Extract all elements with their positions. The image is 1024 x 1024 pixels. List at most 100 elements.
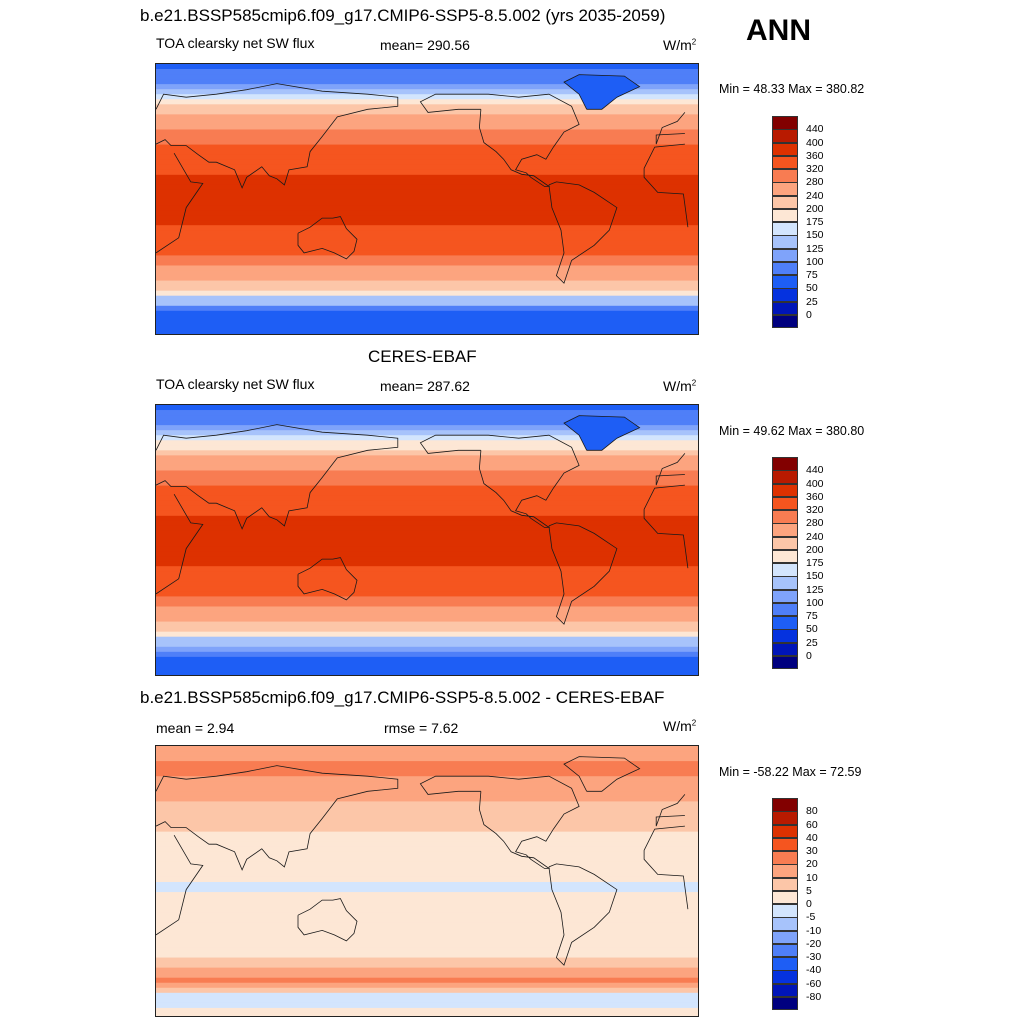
coastline-greenland: [563, 415, 641, 451]
colorbar-cell: [772, 943, 798, 958]
map-band-33: [156, 566, 698, 572]
map-band-6: [156, 89, 698, 95]
colorbar-tick-label: -30: [806, 951, 822, 963]
coastline-europe-asia-a: [156, 83, 686, 189]
panel1-variable-label: TOA clearsky net SW flux: [156, 35, 315, 51]
map-band-47: [156, 295, 698, 302]
map-band-25: [156, 866, 698, 873]
coastline-north-america: [419, 93, 580, 187]
colorbar-tick-label: 440: [806, 464, 824, 477]
map-band-26: [156, 530, 698, 537]
coastline-europe-asia-a: [156, 424, 686, 530]
coastline-north-america: [419, 434, 580, 528]
map-band-50: [156, 310, 698, 317]
colorbar-tick-label: -20: [806, 937, 822, 950]
map-band-11: [156, 114, 698, 121]
map-band-52: [156, 320, 698, 327]
map-band-42: [156, 270, 698, 277]
map-band-41: [156, 947, 698, 954]
colorbar-cell: [772, 811, 798, 825]
map-band-21: [156, 164, 698, 171]
colorbar-cell: [772, 457, 798, 471]
map-band-44: [156, 621, 698, 628]
map-band-23: [156, 174, 698, 181]
map-band-19: [156, 836, 698, 843]
map-band-14: [156, 129, 698, 136]
colorbar-tick-label: 440: [806, 123, 824, 136]
map-band-9: [156, 445, 698, 451]
map-band-7: [156, 776, 698, 782]
colorbar-cell: [772, 864, 798, 878]
map-band-17: [156, 826, 698, 833]
map-band-25: [156, 184, 698, 191]
map-band-31: [156, 215, 698, 221]
colorbar-tick-label: 200: [806, 543, 824, 556]
panel3-rmse-label: rmse = 7.62: [384, 720, 459, 736]
map-band-7: [156, 94, 698, 100]
colorbar-tick-label: 0: [806, 898, 812, 910]
map-band-34: [156, 571, 698, 577]
map-band-49: [156, 987, 698, 994]
map-band-10: [156, 791, 698, 797]
colorbar-cell: [772, 261, 798, 276]
colorbar-cell: [772, 155, 798, 170]
colorbar-cell: [772, 470, 798, 484]
colorbar-tick-label: 125: [806, 583, 824, 596]
colorbar-tick-label: 80: [806, 805, 818, 818]
map-band-51: [156, 315, 698, 322]
map-band-52: [156, 1002, 698, 1009]
map-band-54: [156, 1012, 698, 1016]
map-band-20: [156, 500, 698, 507]
map-band-8: [156, 781, 698, 787]
map-band-21: [156, 505, 698, 512]
coastline-africa: [156, 484, 689, 595]
colorbar-cell: [772, 837, 798, 852]
map-band-53: [156, 325, 698, 332]
map-band-22: [156, 851, 698, 858]
colorbar-tick-label: 240: [806, 189, 824, 202]
map-band-9: [156, 104, 698, 110]
map-band-39: [156, 255, 698, 262]
colorbar-cell: [772, 301, 798, 316]
map-band-51: [156, 997, 698, 1004]
colorbar-cell: [772, 169, 798, 183]
map-band-37: [156, 586, 698, 592]
panel2-minmax: Min = 49.62 Max = 380.80: [719, 424, 865, 438]
map-band-44: [156, 962, 698, 969]
colorbar-cell: [772, 589, 798, 604]
colorbar-cell: [772, 116, 798, 130]
panel3-map: [155, 745, 699, 1017]
colorbar-cell: [772, 642, 798, 657]
map-band-33: [156, 225, 698, 231]
map-band-45: [156, 626, 698, 633]
coastline-south-america: [548, 522, 618, 625]
colorbar-tick-label: 40: [806, 831, 818, 844]
map-band-18: [156, 149, 698, 156]
colorbar-cell: [772, 195, 798, 210]
map-band-18: [156, 490, 698, 497]
map-band-17: [156, 144, 698, 151]
map-band-12: [156, 801, 698, 808]
colorbar-tick-label: 280: [806, 176, 824, 189]
colorbar-tick-label: 150: [806, 229, 824, 242]
map-band-48: [156, 982, 698, 989]
colorbar-cell: [772, 983, 798, 998]
map-band-13: [156, 806, 698, 813]
colorbar-tick-label: 20: [806, 858, 818, 871]
map-band-35: [156, 917, 698, 923]
map-band-24: [156, 861, 698, 868]
map-band-46: [156, 972, 698, 979]
map-band-12: [156, 460, 698, 467]
map-band-47: [156, 636, 698, 643]
colorbar-tick-label: 200: [806, 202, 824, 215]
colorbar-tick-label: 0: [806, 308, 812, 321]
map-band-54: [156, 330, 698, 334]
colorbar-tick-label: 400: [806, 136, 824, 149]
colorbar-tick-label: 400: [806, 477, 824, 490]
map-band-6: [156, 430, 698, 436]
colorbar-cell: [772, 970, 798, 984]
map-band-41: [156, 606, 698, 613]
map-band-4: [156, 79, 698, 85]
map-band-27: [156, 876, 698, 883]
map-band-43: [156, 275, 698, 282]
